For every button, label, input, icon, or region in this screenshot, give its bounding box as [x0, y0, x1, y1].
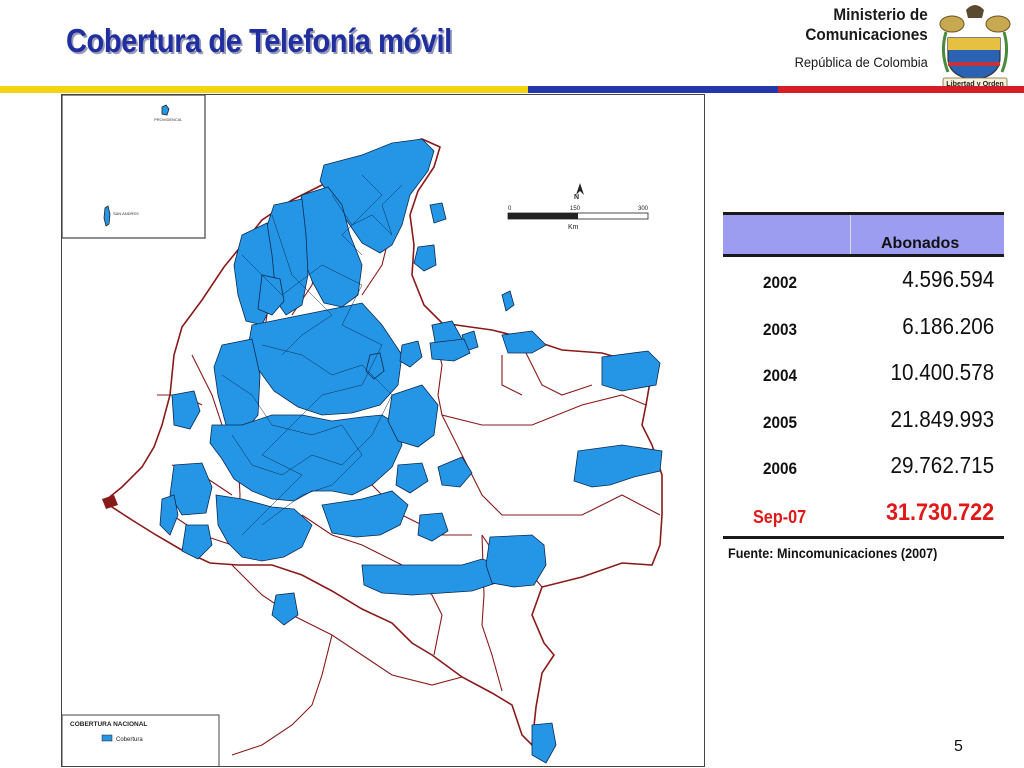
- row-value: 6.186.206: [901, 312, 994, 339]
- crest-motto: Libertad y Orden: [946, 79, 1004, 88]
- row-value: 10.400.578: [890, 359, 994, 385]
- row-value: 21.849.993: [890, 405, 994, 432]
- islands-inset: [62, 95, 206, 239]
- municipal-network: [221, 174, 403, 536]
- ministry-name-line1: Ministerio de: [833, 5, 928, 24]
- coverage-areas: [159, 138, 663, 764]
- table-row: 2003 6.186.206: [723, 304, 1004, 351]
- san-andres-island: [103, 205, 111, 227]
- scale-unit: Km: [568, 224, 579, 231]
- inset-label-providencia: PROVIDENCIA: [154, 117, 182, 122]
- coverage-map: PROVIDENCIA SAN ANDRES: [61, 94, 705, 767]
- header-stripe-red: [778, 86, 1024, 93]
- table-row: 2005 21.849.993: [723, 397, 1004, 444]
- table-row: 2004 10.400.578: [723, 350, 1004, 397]
- table-bottom-rule: [723, 536, 1004, 539]
- slide-title: Cobertura de Telefonía móvil: [66, 22, 452, 59]
- scale-label-150: 150: [570, 206, 581, 212]
- ministry-country: República de Colombia: [794, 54, 928, 70]
- ministry-block: Ministerio de Comunicaciones República d…: [783, 5, 928, 70]
- page-number: 5: [954, 738, 963, 755]
- table-header: Abonados: [723, 212, 1004, 257]
- row-year: Sep-07: [753, 506, 807, 527]
- row-year: 2005: [763, 412, 798, 432]
- header-stripe-yellow: [0, 86, 528, 93]
- legend-swatch: [101, 734, 113, 742]
- providencia-island: [161, 104, 170, 116]
- row-value: 4.596.594: [901, 266, 994, 292]
- table-row-highlight: Sep-07 31.730.722: [723, 490, 1004, 537]
- scale-label-0: 0: [508, 206, 512, 212]
- svg-text:N: N: [574, 194, 579, 201]
- row-year: 2006: [763, 459, 798, 478]
- row-value: 31.730.722: [885, 498, 994, 526]
- coastal-mark: [102, 495, 118, 509]
- row-year: 2003: [763, 319, 798, 339]
- north-arrow-icon: N: [574, 183, 584, 201]
- subscribers-table: Abonados 2002 4.596.594 2003 6.186.206 2…: [723, 212, 1004, 539]
- inset-label-san-andres: SAN ANDRES: [113, 211, 139, 216]
- coat-of-arms-icon: Libertad y Orden: [939, 5, 1011, 89]
- scale-bar: 0 150 300 Km: [507, 206, 649, 231]
- row-year: 2002: [763, 273, 798, 292]
- header-stripe-blue: [528, 86, 778, 93]
- legend-title: COBERTURA NACIONAL: [70, 721, 147, 728]
- table-row: 2002 4.596.594: [723, 257, 1004, 304]
- row-value: 29.762.715: [890, 452, 994, 478]
- map-legend: COBERTURA NACIONAL Cobertura: [62, 714, 220, 766]
- scale-label-300: 300: [638, 206, 649, 212]
- header-abonados: Abonados: [881, 235, 960, 252]
- table-row: 2006 29.762.715: [723, 443, 1004, 490]
- legend-item: Cobertura: [116, 737, 143, 743]
- source-note: Fuente: Mincomunicaciones (2007): [728, 545, 938, 561]
- colombia-map: PROVIDENCIA SAN ANDRES: [62, 95, 663, 766]
- ministry-name-line2: Comunicaciones: [805, 25, 928, 44]
- row-year: 2004: [763, 366, 798, 385]
